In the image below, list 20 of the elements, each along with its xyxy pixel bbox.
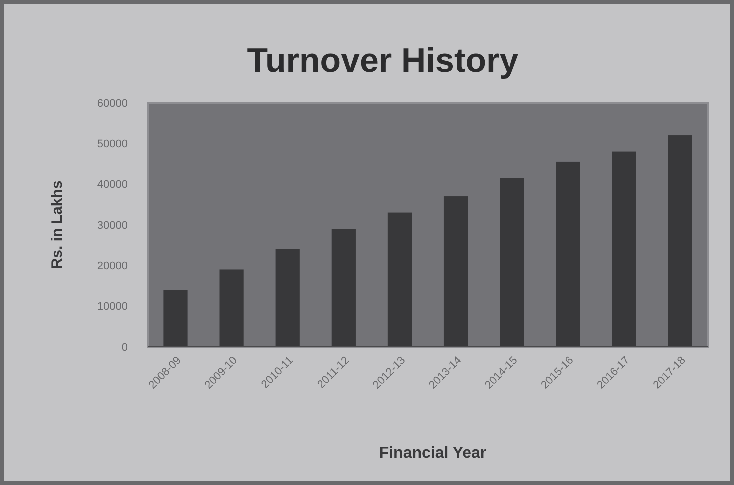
y-tick-label: 20000 (97, 260, 128, 273)
bar (388, 212, 412, 347)
y-tick-label: 50000 (97, 138, 128, 151)
y-tick-label: 10000 (97, 301, 128, 314)
y-tick-label: 40000 (97, 179, 128, 192)
bar (276, 249, 300, 347)
y-tick-label: 0 (122, 342, 128, 354)
bar (164, 290, 188, 347)
bar (668, 136, 692, 347)
bar (500, 178, 524, 347)
bar (332, 229, 356, 347)
bar (556, 162, 580, 347)
chart-title: Turnover History (247, 42, 519, 80)
bar (220, 270, 244, 347)
x-axis-title: Financial Year (379, 445, 487, 462)
y-tick-label: 30000 (97, 220, 128, 232)
y-axis-title: Rs. in Lakhs (49, 180, 66, 270)
bar (444, 196, 468, 347)
y-tick-label: 60000 (97, 98, 128, 110)
bar (612, 152, 636, 347)
